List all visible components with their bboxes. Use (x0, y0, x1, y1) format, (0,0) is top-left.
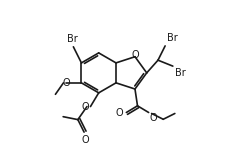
Text: O: O (149, 114, 157, 123)
Text: O: O (81, 102, 89, 112)
Text: Br: Br (67, 34, 77, 44)
Text: O: O (62, 78, 70, 88)
Text: Br: Br (166, 33, 177, 43)
Text: O: O (115, 108, 123, 119)
Text: O: O (81, 135, 88, 145)
Text: Br: Br (174, 68, 185, 78)
Text: O: O (130, 50, 138, 60)
